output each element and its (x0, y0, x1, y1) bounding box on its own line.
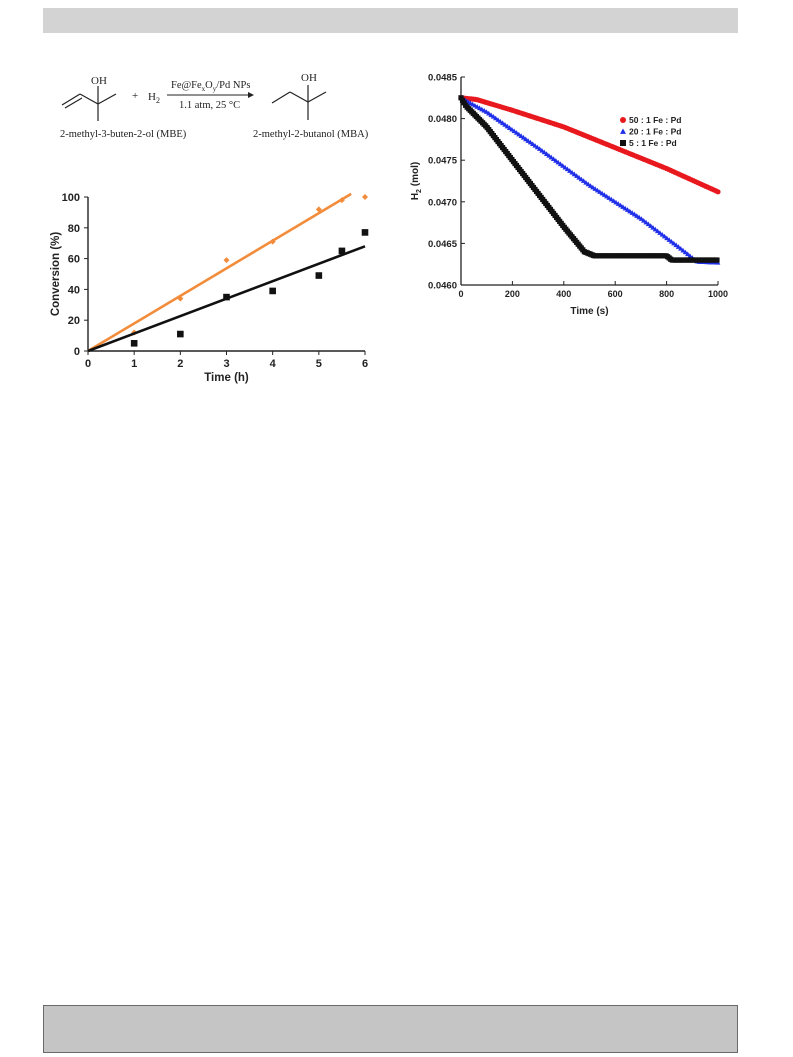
data-point (671, 240, 677, 246)
legend-marker (620, 117, 626, 123)
legend: 50 : 1 Fe : Pd 20 : 1 Fe : Pd5 : 1 Fe : P… (620, 115, 681, 148)
series-2 (458, 95, 720, 263)
x-tick-label: 5 (316, 358, 322, 370)
series-1 (87, 229, 369, 353)
data-point (223, 257, 230, 264)
x-tick-label: 4 (270, 358, 277, 370)
data-point (177, 330, 184, 338)
data-point (223, 293, 230, 301)
y-tick-label: 0.0470 (428, 197, 457, 208)
reaction-scheme: OH + H2 Fe@FexOy/Pd NPs 1.1 atm, 25 °C O… (60, 72, 369, 140)
data-point (657, 230, 663, 235)
y-tick-label: 0 (74, 346, 80, 358)
y-tick-label: 0.0485 (428, 73, 458, 84)
mbe-structure (61, 86, 117, 121)
data-point (338, 197, 345, 204)
legend-label: 5 : 1 Fe : Pd (629, 138, 677, 148)
data-point (715, 189, 721, 195)
data-point (315, 272, 323, 279)
x-tick-label: 6 (362, 358, 368, 370)
legend-label: 50 : 1 Fe : Pd (629, 115, 681, 125)
data-point (668, 238, 675, 244)
data-point (638, 216, 645, 221)
y-tick-label: 60 (68, 254, 80, 266)
y-tick-label: 20 (68, 315, 80, 327)
y-axis-label: Conversion (%) (50, 232, 62, 317)
x-tick-label: 3 (223, 358, 229, 370)
data-point (269, 287, 276, 295)
x-tick-label: 600 (608, 289, 623, 299)
data-point (269, 238, 276, 245)
data-point (661, 233, 668, 239)
mba-structure (271, 85, 327, 120)
plus-sign: + (132, 90, 138, 102)
y-tick-label: 0.0475 (428, 156, 458, 167)
data-point (673, 242, 679, 248)
y-tick-label: 40 (68, 284, 80, 296)
data-point (315, 206, 322, 213)
x-tick-label: 1000 (708, 289, 728, 299)
y-axis-label: H2 (mol) (410, 162, 423, 200)
mbe-oh-label: OH (91, 75, 107, 87)
y-tick-label: 0.0480 (428, 114, 457, 125)
data-point (664, 235, 670, 241)
reactant-name: 2-methyl-3-buten-2-ol (MBE) (60, 129, 187, 140)
x-tick-label: 400 (556, 289, 571, 299)
data-point (641, 217, 647, 223)
footer-bar (43, 1005, 738, 1053)
data-point (678, 245, 684, 251)
y-tick-label: 100 (62, 192, 80, 204)
data-point (338, 247, 346, 255)
data-point (685, 251, 691, 257)
x-tick-label: 0 (458, 289, 463, 299)
x-axis-label: Time (h) (204, 372, 249, 384)
product-name: 2-methyl-2-butanol (MBA) (253, 129, 369, 140)
data-point (666, 237, 672, 242)
x-tick-label: 0 (85, 358, 91, 370)
data-point (650, 224, 656, 230)
data-point (682, 249, 688, 255)
y-tick-label: 80 (68, 223, 80, 235)
y-tick-label: 0.0460 (428, 281, 457, 292)
y-tick-label: 0.0465 (428, 239, 458, 250)
data-point (362, 194, 368, 200)
legend-label: 20 : 1 Fe : Pd (629, 127, 681, 137)
x-tick-label: 1 (131, 358, 137, 370)
data-point (714, 257, 720, 263)
legend-marker (620, 140, 626, 146)
x-axis-label: Time (s) (570, 306, 608, 317)
x-tick-label: 800 (659, 289, 674, 299)
data-point (659, 231, 665, 237)
x-tick-label: 2 (177, 358, 183, 370)
x-tick-label: 200 (505, 289, 520, 299)
data-point (643, 219, 649, 225)
catalyst-label: Fe@FexOy/Pd NPs (171, 80, 250, 93)
fit-line (87, 192, 352, 353)
data-point (652, 226, 658, 232)
data-point (655, 228, 661, 234)
data-point (675, 244, 682, 249)
conditions-label: 1.1 atm, 25 °C (179, 100, 240, 111)
series-0 (87, 192, 368, 353)
mba-oh-label: OH (301, 72, 317, 84)
hydrogen-uptake-chart: 0 200 400 600 800 1000 0.0460 0.0465 0.0470 0.047… (410, 73, 728, 318)
hydrogen-label: H2 (148, 91, 160, 105)
data-point (361, 229, 369, 236)
data-point (680, 247, 686, 253)
reaction-arrow (167, 92, 254, 98)
legend-marker (620, 128, 626, 134)
data-point (645, 221, 651, 227)
data-point (648, 223, 654, 228)
series-0 (458, 95, 721, 195)
data-point (687, 253, 693, 258)
data-point (177, 295, 184, 302)
data-point (130, 340, 138, 347)
header-bar (43, 8, 738, 33)
